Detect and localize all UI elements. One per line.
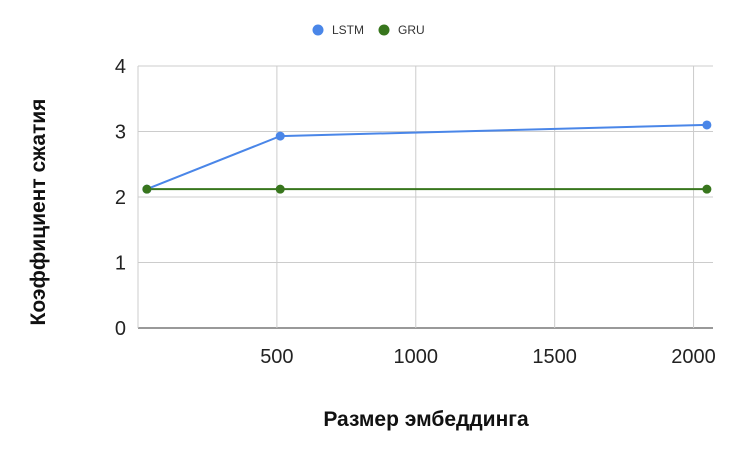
x-tick-label: 1000 [394,346,439,368]
data-point-lstm [275,131,285,141]
series-line-lstm [146,123,707,191]
x-tick-label: 1500 [532,346,577,368]
legend-marker-lstm [312,24,324,36]
y-tick-label: 1 [115,253,126,275]
data-point-gru [702,184,712,194]
legend-label-gru: GRU [398,23,425,37]
data-point-gru [275,184,285,194]
x-tick-label: 2000 [671,346,716,368]
y-tick-label: 3 [115,122,126,144]
data-point-lstm [702,120,712,130]
x-axis-ticks: 500 1000 1500 2000 [260,346,716,368]
y-tick-label: 4 [115,56,126,78]
data-point-gru [142,184,152,194]
y-tick-label: 0 [115,318,126,340]
legend: LSTM GRU [312,23,425,37]
x-axis-title: Размер эмбеддинга [323,408,529,431]
grid-lines [137,65,713,329]
y-axis-title: Коэффициент сжатия [27,99,50,326]
y-axis-ticks: 0 1 2 3 4 [115,56,126,340]
x-tick-label: 500 [260,346,293,368]
y-tick-label: 2 [115,187,126,209]
legend-marker-gru [378,24,390,36]
legend-label-lstm: LSTM [332,23,364,37]
series-layer [142,120,712,194]
